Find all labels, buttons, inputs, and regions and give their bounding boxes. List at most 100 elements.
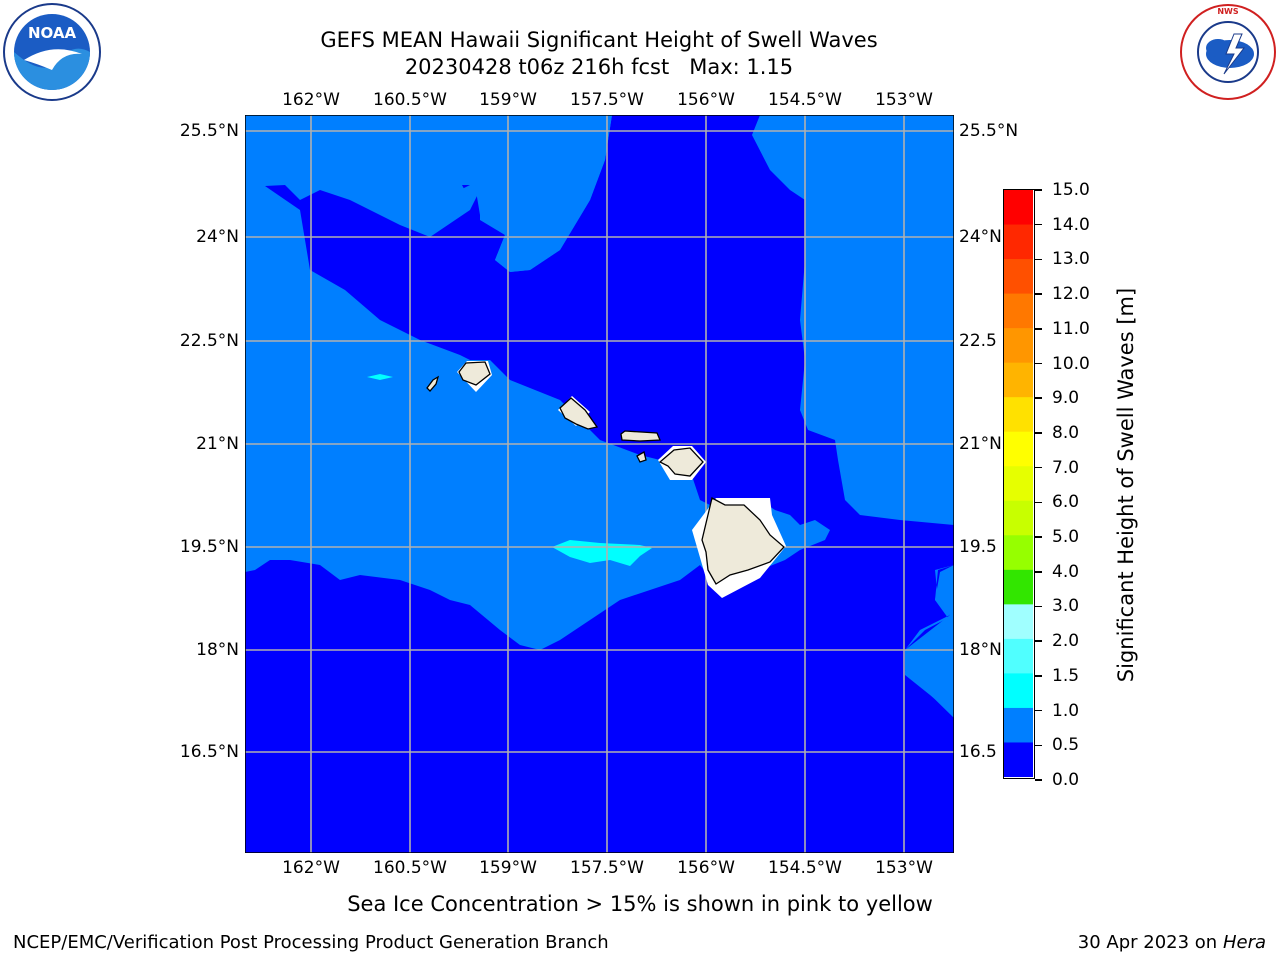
colorbar-tick-mark (1035, 397, 1042, 399)
lon-tick-top: 162°W (282, 90, 340, 110)
island-oahu (559, 397, 599, 430)
colorbar-tick-label: 1.0 (1052, 700, 1080, 721)
colorbar-tick-mark (1035, 536, 1042, 538)
lat-tick-right: 24°N (959, 227, 1002, 247)
lat-tick-left: 18°N (196, 640, 239, 660)
colorbar-tick-mark (1035, 744, 1042, 747)
colorbar-tick-label: 15.0 (1052, 180, 1090, 200)
colorbar-swatch (1004, 535, 1033, 571)
swell-region-0.5-1.0-main (245, 115, 612, 272)
lat-tick-right: 21°N (959, 434, 1002, 454)
colorbar-swatch (1004, 673, 1033, 709)
colorbar-tick-mark (1035, 605, 1042, 608)
colorbar-swatch (1004, 742, 1033, 777)
lat-tick-left: 24°N (196, 227, 239, 247)
lon-tick-top: 160.5°W (373, 90, 447, 110)
colorbar-tick-label: 12.0 (1052, 284, 1090, 305)
lat-tick-left: 22.5°N (179, 331, 239, 351)
lat-tick-right: 19.5 (959, 537, 997, 557)
island-niihau (426, 375, 440, 392)
island-kauai (458, 361, 491, 386)
colorbar-swatch (1004, 293, 1033, 329)
lat-tick-right: 22.5 (959, 331, 997, 351)
lat-tick-right: 25.5°N (959, 121, 1019, 141)
colorbar-swatch (1004, 362, 1033, 398)
swell-region-1.0-1.5-a (367, 374, 393, 380)
chart-title-line1: GEFS MEAN Hawaii Significant Height of S… (320, 28, 878, 52)
colorbar-tick-mark (1035, 501, 1042, 504)
colorbar-tick-mark (1035, 640, 1042, 642)
noaa-logo: NOAA (2, 2, 102, 102)
colorbar-tick-mark (1035, 675, 1042, 677)
footer-date-text: 30 Apr 2023 on (1077, 932, 1223, 953)
chart-title-line2: 20230428 t06z 216h fcst Max: 1.15 (404, 55, 794, 79)
sea-ice-note: Sea Ice Concentration > 15% is shown in … (347, 892, 933, 916)
colorbar-tick-label: 4.0 (1052, 561, 1080, 582)
lon-tick-bottom: 157.5°W (570, 858, 644, 878)
lon-tick-top: 156°W (677, 90, 735, 110)
colorbar-tick-mark (1035, 362, 1042, 365)
lon-tick-bottom: 162°W (282, 858, 340, 878)
lon-tick-top: 159°W (479, 90, 537, 110)
colorbar-tick-label: 14.0 (1052, 214, 1090, 235)
colorbar-tick-mark (1035, 258, 1042, 261)
colorbar-swatch (1004, 466, 1033, 502)
lon-tick-bottom: 159°W (479, 858, 537, 878)
colorbar-swatch (1004, 569, 1033, 605)
map-gridlines (245, 115, 954, 853)
lat-tick-right: 16.5 (959, 742, 997, 762)
lon-tick-top: 154.5°W (768, 90, 842, 110)
lat-tick-left: 25.5°N (179, 121, 239, 141)
colorbar-tick-mark (1035, 189, 1042, 191)
lon-tick-bottom: 160.5°W (373, 858, 447, 878)
colorbar-tick-label: 2.0 (1052, 631, 1080, 652)
island-maui (658, 447, 704, 477)
swell-height-map (245, 115, 954, 853)
colorbar-tick-mark (1035, 709, 1042, 712)
colorbar-tick-label: 7.0 (1052, 457, 1080, 478)
footer-date: 30 Apr 2023 on Hera (1078, 932, 1266, 953)
colorbar-tick-label: 1.5 (1052, 665, 1080, 686)
colorbar-tick-label: 6.0 (1052, 492, 1080, 513)
colorbar-swatch (1004, 397, 1033, 433)
colorbar-tick-label: 3.0 (1052, 596, 1080, 617)
lon-tick-top: 157.5°W (570, 90, 644, 110)
colorbar-tick-mark (1035, 328, 1042, 330)
colorbar-tick-mark (1035, 779, 1042, 781)
colorbar-tick-label: 11.0 (1052, 318, 1090, 339)
colorbar-swatch (1004, 707, 1033, 744)
nws-logo: NWS (1178, 2, 1278, 102)
island-lanai (636, 451, 647, 463)
colorbar-tick-label: 0.5 (1052, 735, 1080, 756)
colorbar-tick-mark (1035, 223, 1042, 226)
footer-host: Hera (1222, 932, 1266, 953)
island-hawaii (701, 497, 785, 585)
colorbar-tick-label: 8.0 (1052, 422, 1080, 443)
colorbar-swatch (1004, 224, 1033, 260)
swell-region-0.5-1.0-south (245, 186, 830, 650)
colorbar-tick-mark (1035, 466, 1042, 469)
colorbar-swatch (1004, 190, 1033, 226)
colorbar-tick-label: 13.0 (1052, 249, 1090, 270)
colorbar-swatch (1004, 638, 1033, 675)
lon-tick-bottom: 153°W (875, 858, 933, 878)
colorbar-tick-mark (1035, 571, 1042, 573)
noaa-logo-text: NOAA (28, 24, 77, 42)
colorbar-tick-label: 0.0 (1052, 770, 1080, 790)
colorbar-swatch (1004, 259, 1033, 295)
colorbar-swatch (1004, 328, 1033, 364)
colorbar-swatch (1004, 431, 1033, 467)
svg-text:NWS: NWS (1217, 7, 1239, 16)
lon-tick-bottom: 156°W (677, 858, 735, 878)
lon-tick-bottom: 154.5°W (768, 858, 842, 878)
colorbar-tick-label: 10.0 (1052, 353, 1090, 374)
lat-tick-right: 18°N (959, 640, 1002, 660)
colorbar-tick-mark (1035, 293, 1042, 295)
colorbar-label: Significant Height of Swell Waves [m] (1114, 287, 1138, 683)
colorbar-tick-label: 9.0 (1052, 388, 1080, 409)
colorbar (1003, 189, 1035, 779)
colorbar-swatch (1004, 500, 1033, 536)
colorbar-swatch (1004, 604, 1033, 640)
lat-tick-left: 21°N (196, 434, 239, 454)
islands (426, 361, 786, 598)
